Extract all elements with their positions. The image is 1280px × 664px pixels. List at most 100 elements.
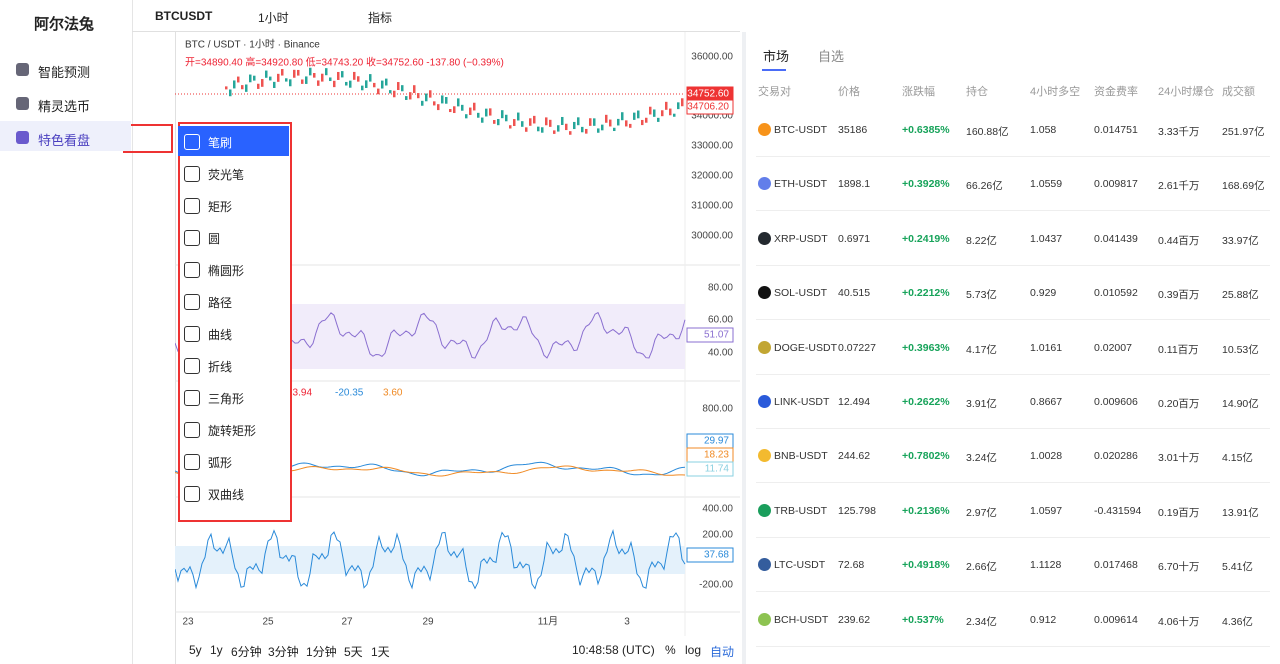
menu-item[interactable]: 荧光笔 <box>208 168 245 182</box>
candle <box>517 112 520 121</box>
scale-option[interactable]: 自动 <box>710 645 735 659</box>
menu-item[interactable]: 弧形 <box>208 456 233 470</box>
cell: 0.39百万 <box>1158 289 1200 302</box>
candle <box>337 71 340 80</box>
toolbar <box>132 0 740 32</box>
cell: 0.017468 <box>1094 559 1138 572</box>
menu-item[interactable]: 圆 <box>208 232 221 246</box>
interval[interactable]: 1小时 <box>258 11 289 25</box>
macd-value: 3.60 <box>383 388 403 399</box>
candle <box>621 112 624 121</box>
rsi-tick: 40.00 <box>708 348 733 359</box>
menu-icon <box>184 454 200 470</box>
candle <box>365 80 368 88</box>
candle <box>445 97 448 104</box>
cell: 25.88亿 <box>1222 289 1259 302</box>
candle <box>461 104 464 111</box>
menu-item[interactable]: 椭圆形 <box>208 264 245 278</box>
cell: 2.61千万 <box>1158 180 1200 193</box>
cell[interactable]: ETH-USDT <box>774 178 828 191</box>
scale-option[interactable]: % <box>665 643 676 657</box>
candle <box>417 93 420 99</box>
menu-item[interactable]: 双曲线 <box>208 488 245 502</box>
row-bg <box>756 213 1270 266</box>
candle <box>501 110 504 119</box>
range[interactable]: 1y <box>210 643 223 657</box>
range[interactable]: 6分钟 <box>231 645 262 659</box>
cell[interactable]: SOL-USDT <box>774 287 828 300</box>
candle <box>601 124 604 131</box>
tab[interactable]: 自选 <box>818 49 845 64</box>
scale-option[interactable]: log <box>685 643 702 657</box>
column-header: 价格 <box>838 86 860 98</box>
cell: -0.431594 <box>1094 504 1142 517</box>
cell[interactable]: LINK-USDT <box>774 396 830 408</box>
cell: 239.62 <box>838 613 871 626</box>
candle <box>513 119 516 127</box>
range[interactable]: 5y <box>189 643 202 657</box>
cell: +0.7802% <box>902 450 950 463</box>
candle <box>273 81 276 88</box>
cell: 0.07227 <box>838 341 876 354</box>
menu-icon <box>184 230 200 246</box>
symbol[interactable]: BTCUSDT <box>155 9 213 23</box>
range[interactable]: 5天 <box>344 645 363 659</box>
candle <box>497 119 500 126</box>
cell: 244.62 <box>838 450 871 463</box>
menu-item[interactable]: 路径 <box>208 296 233 310</box>
cell: 168.69亿 <box>1222 180 1265 193</box>
range[interactable]: 1天 <box>371 645 390 659</box>
cell[interactable]: BNB-USDT <box>774 450 828 463</box>
nav-item[interactable]: 特色看盘 <box>38 133 91 148</box>
price-tick: 34000.00 <box>691 111 733 122</box>
cell: 0.014751 <box>1094 124 1138 136</box>
x-tick: 11月 <box>538 616 558 628</box>
coin-icon <box>758 449 771 463</box>
nav-item[interactable]: 智能预测 <box>38 65 91 80</box>
cell: 0.009817 <box>1094 178 1138 191</box>
range[interactable]: 3分钟 <box>268 645 299 659</box>
candle <box>649 106 652 115</box>
candle <box>261 79 264 87</box>
menu-item[interactable]: 折线 <box>208 360 233 374</box>
nav-item[interactable]: 精灵选币 <box>38 99 91 114</box>
cell: 1.1128 <box>1030 559 1062 572</box>
candle <box>665 101 668 110</box>
candle <box>673 113 676 117</box>
candle <box>549 119 552 127</box>
menu-item[interactable]: 旋转矩形 <box>208 424 257 438</box>
row-bg <box>756 158 1270 212</box>
candle <box>521 121 524 127</box>
menu-item[interactable]: 矩形 <box>208 200 233 214</box>
candle <box>321 73 324 82</box>
cell[interactable]: BTC-USDT <box>774 124 828 136</box>
indicators[interactable]: 指标 <box>368 11 393 25</box>
candle <box>473 102 476 111</box>
cell[interactable]: LTC-USDT <box>774 559 826 572</box>
menu-item[interactable]: 笔刷 <box>208 136 233 150</box>
range[interactable]: 1分钟 <box>306 645 337 659</box>
cell[interactable]: BCH-USDT <box>774 613 829 626</box>
candle <box>441 95 444 104</box>
menu-icon <box>184 166 200 182</box>
candle <box>481 117 484 123</box>
candle <box>281 69 284 76</box>
tab[interactable]: 市场 <box>763 49 790 64</box>
menu-icon <box>184 326 200 342</box>
candle <box>285 78 288 82</box>
cell: 0.8667 <box>1030 396 1063 408</box>
candle <box>297 69 300 76</box>
cell: 4.06十万 <box>1158 615 1200 628</box>
x-tick: 23 <box>182 617 194 628</box>
cell[interactable]: TRB-USDT <box>774 504 828 517</box>
nav-icon <box>16 63 29 76</box>
cell: 2.34亿 <box>966 615 997 628</box>
cell: 4.36亿 <box>1222 615 1253 628</box>
candle <box>229 89 232 97</box>
menu-item[interactable]: 三角形 <box>208 392 245 406</box>
menu-item[interactable]: 曲线 <box>208 328 233 342</box>
cell[interactable]: DOGE-USDT <box>774 341 837 354</box>
cell[interactable]: XRP-USDT <box>774 232 828 245</box>
candle <box>457 98 460 107</box>
candle <box>609 119 612 127</box>
